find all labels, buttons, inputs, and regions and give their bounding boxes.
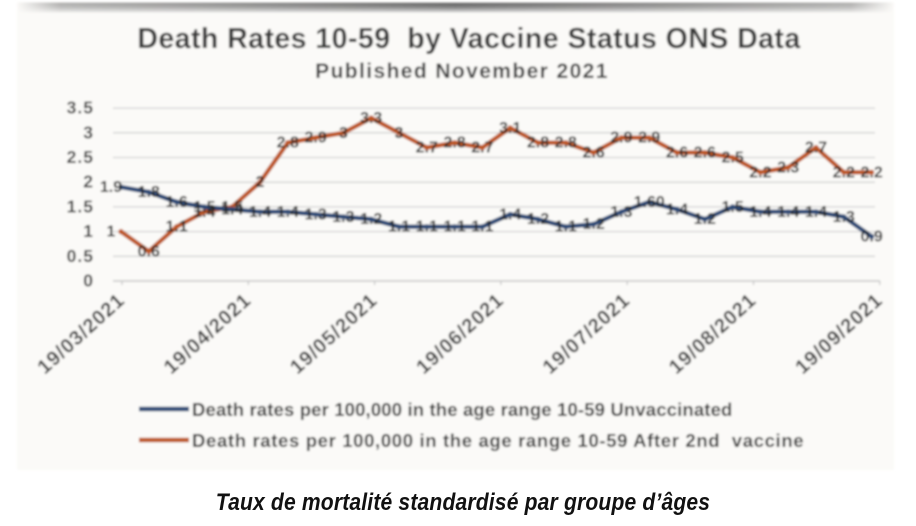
svg-text:1.1: 1.1 [165, 219, 187, 236]
svg-text:1.3: 1.3 [833, 209, 855, 226]
svg-text:1.5: 1.5 [193, 199, 215, 216]
svg-text:1.2: 1.2 [360, 211, 382, 228]
svg-text:1.4: 1.4 [193, 204, 215, 221]
svg-text:1.8: 1.8 [138, 184, 160, 201]
svg-text:1.9: 1.9 [100, 179, 122, 196]
svg-text:2.6: 2.6 [694, 145, 716, 162]
svg-text:2.9: 2.9 [304, 130, 326, 147]
svg-text:1.4: 1.4 [805, 204, 827, 221]
svg-text:3.5: 3.5 [67, 98, 94, 118]
svg-text:1: 1 [83, 221, 94, 241]
svg-text:1.1: 1.1 [388, 219, 410, 236]
svg-text:Death rates per 100,000 in the: Death rates per 100,000 in the age range… [192, 399, 732, 420]
svg-text:2.7: 2.7 [471, 140, 493, 157]
svg-text:1.3: 1.3 [304, 206, 326, 223]
svg-text:2.6: 2.6 [582, 145, 604, 162]
svg-text:3: 3 [83, 122, 94, 142]
svg-text:Published November 2021: Published November 2021 [315, 60, 609, 83]
svg-text:3: 3 [395, 125, 404, 142]
svg-text:0.9: 0.9 [860, 229, 882, 246]
svg-text:1.1: 1.1 [416, 219, 438, 236]
svg-text:1.1: 1.1 [555, 219, 577, 236]
svg-text:2.8: 2.8 [527, 135, 549, 152]
svg-text:0.6: 0.6 [138, 243, 160, 260]
svg-text:1.4: 1.4 [249, 204, 271, 221]
svg-text:2.6: 2.6 [666, 145, 688, 162]
svg-text:1.6: 1.6 [165, 194, 187, 211]
svg-text:1.1: 1.1 [471, 219, 493, 236]
svg-text:2: 2 [256, 174, 265, 191]
svg-text:Death rates per 100,000 in the: Death rates per 100,000 in the age range… [192, 430, 804, 451]
svg-text:2.3: 2.3 [777, 159, 799, 176]
svg-text:1.4: 1.4 [777, 204, 799, 221]
svg-text:2.8: 2.8 [277, 135, 299, 152]
svg-text:2.9: 2.9 [610, 130, 632, 147]
svg-text:1.5: 1.5 [721, 199, 743, 216]
svg-text:1.3: 1.3 [332, 209, 354, 226]
svg-text:2: 2 [83, 172, 94, 192]
svg-text:3: 3 [339, 125, 348, 142]
svg-text:0: 0 [83, 271, 94, 291]
svg-text:1.4: 1.4 [499, 206, 521, 223]
svg-text:1.2: 1.2 [694, 211, 716, 228]
svg-text:2.9: 2.9 [638, 130, 660, 147]
svg-text:3.1: 3.1 [499, 120, 521, 137]
svg-text:1.2: 1.2 [527, 211, 549, 228]
svg-text:1.5: 1.5 [67, 196, 94, 216]
svg-text:2.7: 2.7 [805, 140, 827, 157]
svg-text:1.4: 1.4 [221, 201, 243, 218]
svg-text:2.2: 2.2 [749, 164, 771, 181]
svg-text:2.5: 2.5 [67, 147, 94, 167]
svg-text:0.5: 0.5 [67, 246, 94, 266]
svg-text:1.1: 1.1 [443, 219, 465, 236]
svg-text:1.60: 1.60 [634, 194, 665, 211]
svg-text:2.2: 2.2 [860, 164, 882, 181]
svg-text:Death Rates 10-59 by Vaccine: Death Rates 10-59 by Vaccine Status ONS … [137, 23, 801, 55]
svg-text:1.4: 1.4 [277, 204, 299, 221]
svg-text:2.5: 2.5 [721, 150, 743, 167]
svg-text:3.3: 3.3 [360, 110, 382, 127]
svg-text:1.3: 1.3 [610, 204, 632, 221]
svg-text:2.2: 2.2 [833, 164, 855, 181]
svg-text:2.8: 2.8 [555, 135, 577, 152]
svg-text:1.2: 1.2 [582, 216, 604, 233]
svg-text:2.8: 2.8 [443, 135, 465, 152]
svg-text:1.4: 1.4 [666, 201, 688, 218]
svg-text:1.4: 1.4 [749, 204, 771, 221]
svg-text:2.7: 2.7 [416, 140, 438, 157]
svg-text:1: 1 [107, 224, 116, 241]
svg-text:1.5: 1.5 [221, 199, 243, 216]
